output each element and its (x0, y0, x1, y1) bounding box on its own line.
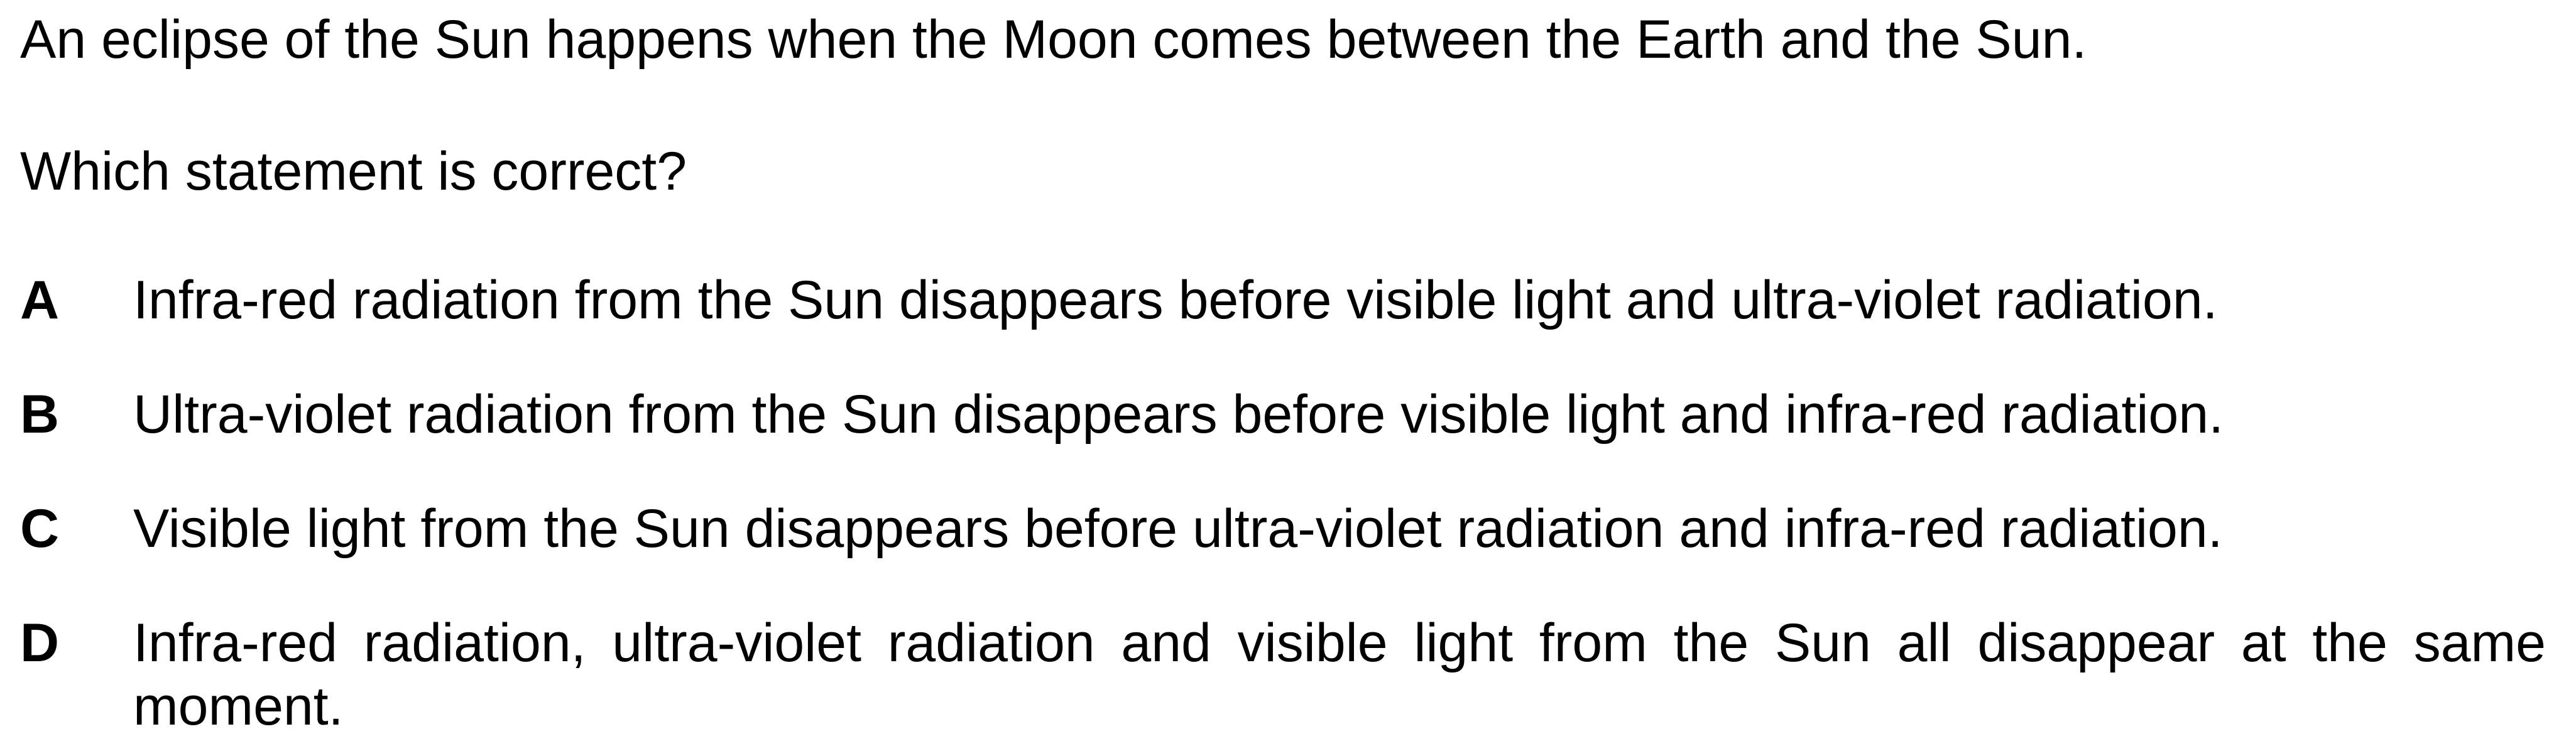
option-a[interactable]: A Infra-red radiation from the Sun disap… (20, 269, 2546, 332)
option-d[interactable]: D Infra-red radiation, ultra-violet radi… (20, 612, 2546, 739)
question-prompt: Which statement is correct? (20, 141, 687, 202)
option-text: Infra-red radiation from the Sun disappe… (133, 270, 2218, 330)
option-text: Ultra-violet radiation from the Sun disa… (133, 384, 2224, 445)
question-stem: An eclipse of the Sun happens when the M… (20, 9, 2087, 70)
option-letter: C (20, 499, 60, 559)
option-letter: D (20, 613, 60, 673)
option-letter: A (20, 270, 60, 330)
option-text: Visible light from the Sun disappears be… (133, 499, 2223, 559)
option-b[interactable]: B Ultra-violet radiation from the Sun di… (20, 383, 2546, 446)
option-c[interactable]: C Visible light from the Sun disappears … (20, 497, 2546, 561)
option-text: Infra-red radiation, ultra-violet radiat… (133, 613, 2546, 737)
option-letter: B (20, 384, 60, 445)
